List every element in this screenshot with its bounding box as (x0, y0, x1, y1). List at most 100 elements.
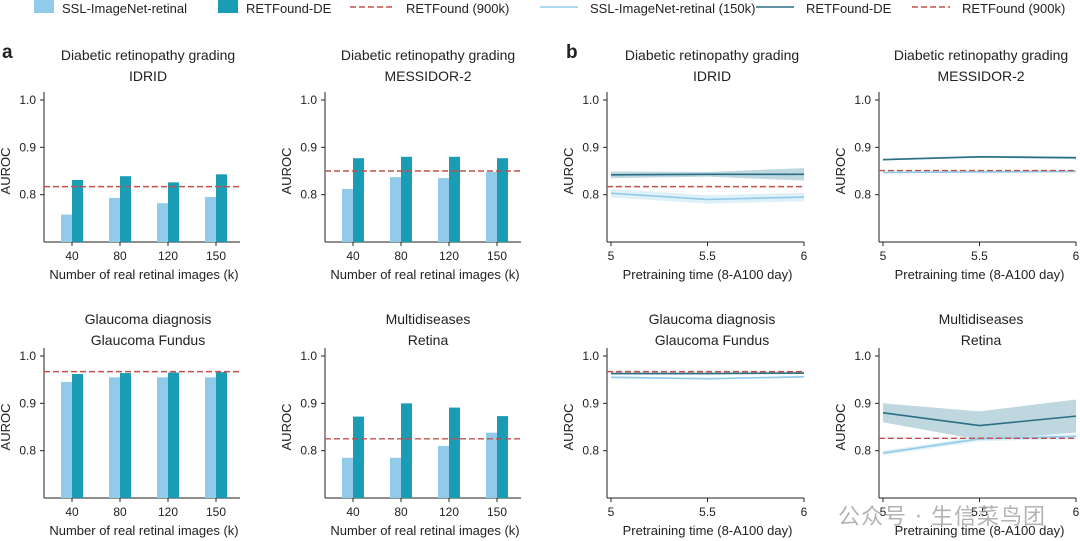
chart-4: Diabetic retinopathy grading MESSIDOR-2 0.… (833, 47, 1080, 282)
y-tick-label: 0.9 (300, 140, 317, 154)
bar (61, 214, 72, 242)
bar (486, 432, 497, 498)
bar (157, 203, 168, 242)
x-tick-label: 5.5 (971, 249, 988, 263)
y-tick-label: 1.0 (582, 349, 599, 363)
chart-8: Multidiseases Retina 0.8 0.9 1.0 AUROC Pretrai… (833, 311, 1080, 538)
bar (353, 416, 364, 498)
y-tick-label: 1.0 (300, 349, 317, 363)
y-axis-label: AUROC (279, 148, 294, 195)
x-tick-label: 80 (113, 249, 127, 263)
charts: Diabetic retinopathy grading IDRID 0.8 0.9 1… (0, 47, 1080, 538)
chart-6: Multidiseases Retina 0.8 0.9 1.0 AUROC Number … (279, 311, 521, 538)
bar (342, 457, 353, 498)
series-line (882, 155, 1077, 161)
chart-subtitle: IDRID (129, 68, 167, 84)
confidence-band (611, 188, 804, 204)
y-tick-label: 0.8 (19, 188, 36, 202)
bar (486, 171, 497, 242)
chart-subtitle: Glaucoma Fundus (91, 332, 205, 348)
bar (205, 377, 216, 498)
x-axis-label: Number of real retinal images (k) (49, 267, 238, 282)
x-tick-label: 6 (1073, 249, 1080, 263)
x-tick-label: 80 (394, 505, 408, 519)
y-tick-label: 0.9 (19, 396, 36, 410)
y-tick-label: 1.0 (300, 93, 317, 107)
bar (438, 178, 449, 242)
legend-label: RETFound-DE (806, 1, 892, 16)
x-tick-label: 40 (346, 249, 360, 263)
x-tick-label: 40 (65, 505, 79, 519)
chart-title: Glaucoma diagnosis (85, 311, 212, 327)
x-tick-label: 5 (608, 505, 615, 519)
bar (497, 158, 508, 242)
y-axis-label: AUROC (0, 404, 13, 451)
chart-title: Diabetic retinopathy grading (625, 47, 799, 63)
chart-subtitle: MESSIDOR-2 (937, 68, 1024, 84)
bar (72, 373, 83, 498)
y-tick-label: 0.8 (582, 444, 599, 458)
x-tick-label: 120 (439, 505, 459, 519)
confidence-band (883, 399, 1076, 440)
bar (449, 407, 460, 498)
x-tick-label: 80 (113, 505, 127, 519)
y-tick-label: 1.0 (854, 349, 871, 363)
x-tick-label: 40 (346, 505, 360, 519)
chart-title: Diabetic retinopathy grading (341, 47, 515, 63)
series-line (882, 170, 1077, 174)
chart-3: Diabetic retinopathy grading IDRID 0.8 0.9 1… (561, 47, 808, 282)
x-tick-label: 5 (608, 249, 615, 263)
y-tick-label: 0.8 (854, 188, 871, 202)
y-axis-label: AUROC (561, 148, 576, 195)
chart-title: Multidiseases (386, 311, 471, 327)
x-tick-label: 5 (880, 249, 887, 263)
bar (216, 372, 227, 498)
bar (449, 156, 460, 242)
y-tick-label: 0.9 (582, 140, 599, 154)
y-axis-label: AUROC (833, 148, 848, 195)
y-tick-label: 0.8 (582, 188, 599, 202)
y-tick-label: 0.9 (300, 396, 317, 410)
x-tick-label: 120 (158, 505, 178, 519)
y-tick-label: 1.0 (19, 93, 36, 107)
y-tick-label: 0.9 (582, 396, 599, 410)
x-tick-label: 120 (158, 249, 178, 263)
chart-subtitle: Retina (961, 332, 1002, 348)
legend-label: RETFound (900k) (406, 1, 509, 16)
series-line (610, 376, 805, 380)
chart-subtitle: MESSIDOR-2 (384, 68, 471, 84)
panel-label-b: b (566, 42, 578, 63)
legend-label: SSL-ImageNet-retinal (62, 1, 187, 16)
chart-title: Glaucoma diagnosis (649, 311, 776, 327)
y-axis-label: AUROC (279, 404, 294, 451)
x-tick-label: 6 (1073, 505, 1080, 519)
chart-1: Diabetic retinopathy grading IDRID 0.8 0.9 1… (0, 47, 240, 282)
y-axis-label: AUROC (0, 148, 13, 195)
legend-swatch (34, 0, 54, 13)
confidence-band (883, 434, 1076, 456)
chart-subtitle: Retina (408, 332, 449, 348)
bar (497, 416, 508, 498)
y-axis-label: AUROC (561, 404, 576, 451)
x-axis-label: Number of real retinal images (k) (330, 267, 519, 282)
chart-title: Diabetic retinopathy grading (894, 47, 1068, 63)
watermark-text: 公众号 · 生信菜鸟团 (838, 505, 1046, 530)
x-tick-label: 80 (394, 249, 408, 263)
bar (72, 179, 83, 242)
chart-2: Diabetic retinopathy grading MESSIDOR-2 0.… (279, 47, 521, 282)
chart-7: Glaucoma diagnosis Glaucoma Fundus 0.8 0.9 1… (561, 311, 808, 538)
y-tick-label: 0.9 (854, 140, 871, 154)
legend: SSL-ImageNet-retinal RETFound-DE RETFound … (34, 0, 1065, 16)
panel-label-a: a (2, 42, 13, 63)
x-tick-label: 6 (801, 249, 808, 263)
x-tick-label: 150 (206, 505, 226, 519)
y-tick-label: 1.0 (854, 93, 871, 107)
x-tick-label: 6 (801, 505, 808, 519)
x-tick-label: 150 (487, 249, 507, 263)
chart-subtitle: Glaucoma Fundus (655, 332, 769, 348)
chart-title: Multidiseases (939, 311, 1024, 327)
bar (157, 377, 168, 498)
legend-label: RETFound (900k) (962, 1, 1065, 16)
y-tick-label: 0.8 (854, 444, 871, 458)
